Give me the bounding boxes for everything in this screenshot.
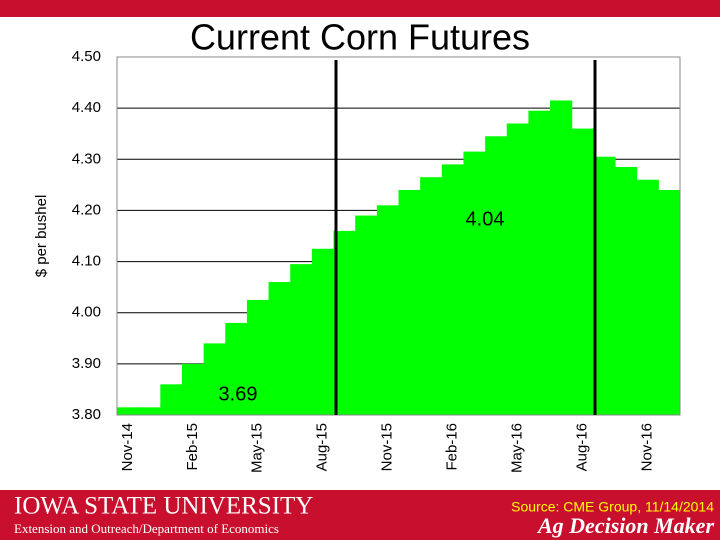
y-axis-label: $ per bushel xyxy=(33,195,50,278)
bar xyxy=(138,407,161,415)
bar xyxy=(528,110,551,415)
x-tick-label: Feb-16 xyxy=(444,423,461,471)
brand: Ag Decision Maker xyxy=(536,513,714,538)
bar xyxy=(636,179,659,415)
y-tick-label: 3.80 xyxy=(72,406,101,423)
x-tick-label: Aug-15 xyxy=(314,423,331,471)
department: Extension and Outreach/Department of Eco… xyxy=(14,521,279,536)
bar xyxy=(311,248,335,415)
bar xyxy=(376,205,399,415)
plot-border xyxy=(116,56,681,416)
bar xyxy=(441,164,464,415)
bar xyxy=(333,230,356,415)
top-band xyxy=(0,0,720,17)
y-tick-label: 4.20 xyxy=(72,201,101,218)
footer-band xyxy=(0,490,720,540)
bar xyxy=(246,299,270,415)
x-tick-label: May-15 xyxy=(249,423,266,473)
x-tick-label: Nov-14 xyxy=(119,423,136,471)
bar xyxy=(203,343,226,415)
chart-title: Current Corn Futures xyxy=(190,17,530,58)
bar xyxy=(615,166,638,415)
university-name: Iowa State University xyxy=(14,493,313,520)
bar xyxy=(290,264,313,415)
x-tick-label: Aug-16 xyxy=(574,423,591,471)
annotation: 3.69 xyxy=(219,383,258,405)
bar xyxy=(160,384,183,415)
x-tick-label: May-16 xyxy=(509,423,526,473)
bar xyxy=(355,215,378,415)
bar xyxy=(550,100,573,415)
bar xyxy=(117,407,140,415)
annotation: 4.04 xyxy=(466,208,505,230)
bar xyxy=(420,177,443,415)
bar xyxy=(506,123,529,415)
y-tick-label: 4.40 xyxy=(72,99,101,116)
bar xyxy=(181,363,205,415)
source: Source: CME Group, 11/14/2014 xyxy=(511,499,714,515)
y-tick-label: 4.50 xyxy=(72,48,101,65)
bar xyxy=(398,189,421,415)
x-tick-label: Nov-16 xyxy=(638,423,655,471)
bar xyxy=(463,151,486,415)
bar xyxy=(485,136,508,415)
x-tick-label: Nov-15 xyxy=(379,423,396,471)
bar xyxy=(593,156,616,415)
bar xyxy=(571,128,594,415)
y-tick-label: 3.90 xyxy=(72,355,101,372)
y-tick-label: 4.30 xyxy=(72,150,101,167)
y-tick-label: 4.10 xyxy=(72,253,101,270)
bar xyxy=(225,322,248,415)
bar xyxy=(658,189,681,415)
x-tick-label: Feb-15 xyxy=(184,423,201,471)
bar xyxy=(268,282,291,415)
y-tick-label: 4.00 xyxy=(72,304,101,321)
